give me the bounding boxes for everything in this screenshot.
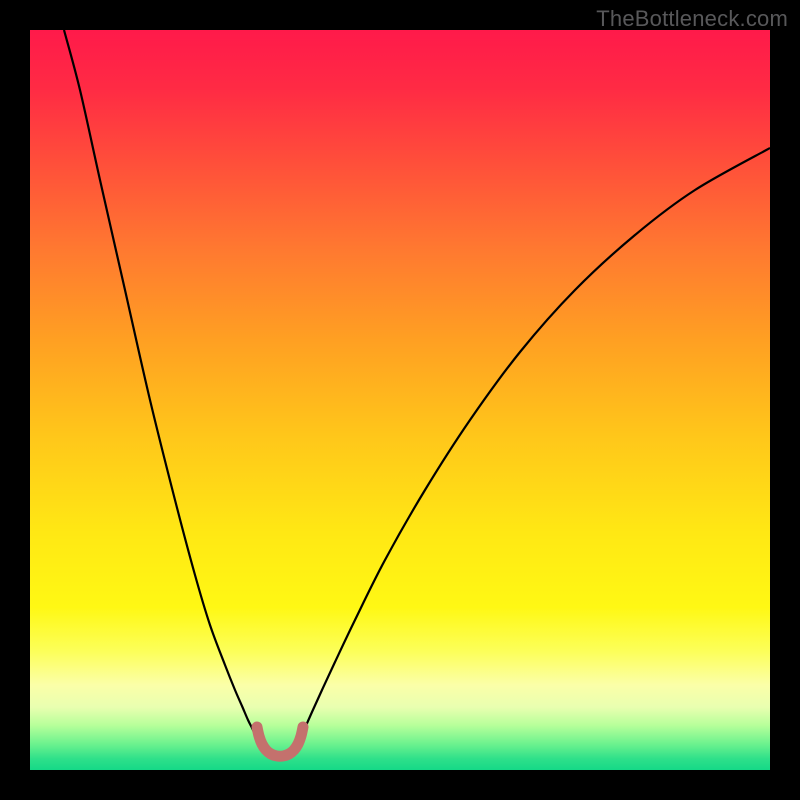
plot-area xyxy=(30,30,770,770)
left-curve xyxy=(64,30,257,740)
right-curve xyxy=(300,148,770,740)
watermark-text: TheBottleneck.com xyxy=(596,6,788,32)
curves-layer xyxy=(30,30,770,770)
valley-marker xyxy=(257,727,303,756)
